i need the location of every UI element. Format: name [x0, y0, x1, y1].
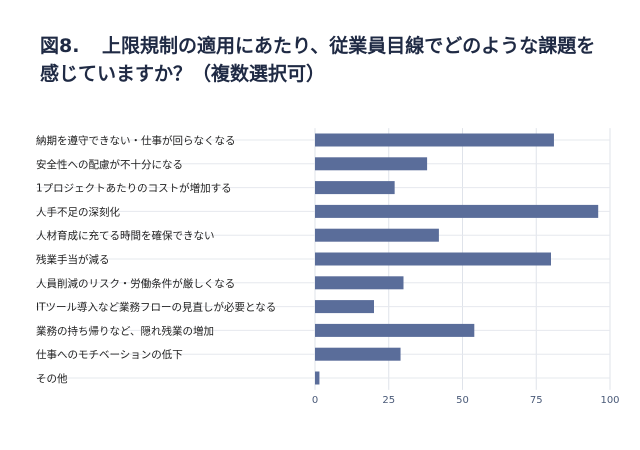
category-label-2: 1プロジェクトあたりのコストが増加する — [36, 182, 232, 195]
category-label-4: 人材育成に充てる時間を確保できない — [36, 229, 215, 242]
category-label-10: その他 — [36, 372, 68, 385]
bar-3 — [315, 204, 599, 218]
x-tick-label-0: 0 — [312, 395, 318, 406]
bar-7 — [315, 300, 374, 314]
bar-8 — [315, 323, 475, 337]
chart-title-number: 図8. — [40, 35, 80, 57]
bar-1 — [315, 157, 428, 171]
category-label-1: 安全性への配慮が不十分になる — [36, 158, 183, 171]
bar-9 — [315, 347, 401, 361]
x-tick-label-2: 50 — [456, 395, 469, 406]
category-label-3: 人手不足の深刻化 — [36, 205, 120, 218]
bar-4 — [315, 228, 439, 242]
x-tick-label-1: 25 — [382, 395, 395, 406]
chart-title-text: 上限規制の適用にあたり、従業員目線でどのような課題を感じていますか？（複数選択可… — [40, 35, 596, 85]
category-label-6: 人員削減のリスク・労働条件が厳しくなる — [36, 277, 235, 290]
bar-0 — [315, 133, 554, 147]
category-label-9: 仕事へのモチベーションの低下 — [36, 348, 183, 361]
chart-title: 図8. 上限規制の適用にあたり、従業員目線でどのような課題を感じていますか？（複数… — [40, 32, 610, 88]
x-tick-label-3: 75 — [530, 395, 543, 406]
bar-5 — [315, 252, 551, 266]
bar-2 — [315, 181, 395, 195]
category-label-5: 残業手当が減る — [36, 253, 110, 266]
category-label-0: 納期を遵守できない・仕事が回らなくなる — [36, 134, 236, 147]
category-label-7: ITツール導入など業務フローの見直しが必要となる — [36, 301, 276, 314]
bar-10 — [315, 371, 320, 385]
bar-6 — [315, 276, 404, 290]
x-tick-label-4: 100 — [600, 395, 619, 406]
category-label-8: 業務の持ち帰りなど、隠れ残業の増加 — [36, 324, 214, 337]
